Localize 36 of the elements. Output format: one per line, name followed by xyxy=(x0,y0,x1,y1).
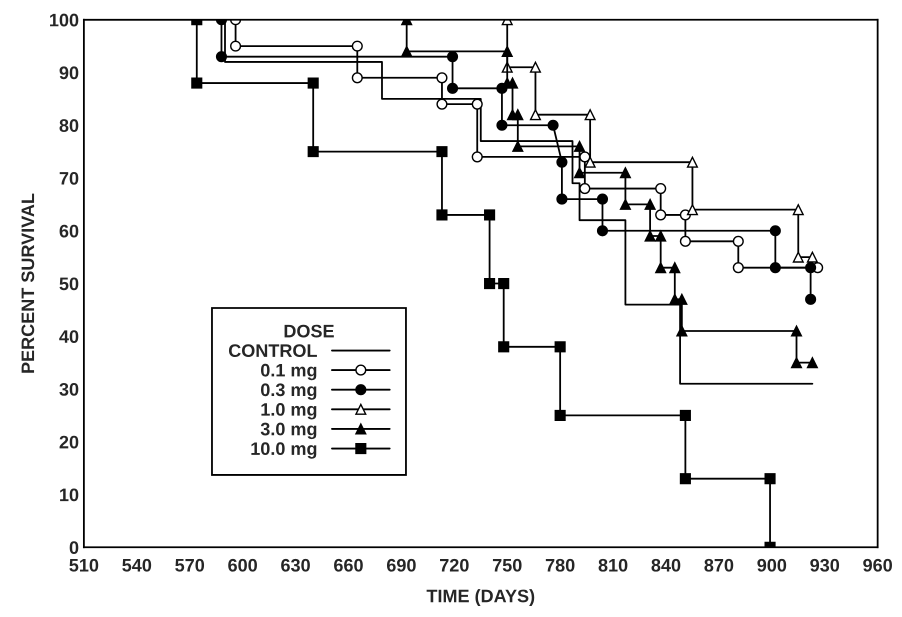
x-tick-label: 960 xyxy=(863,558,892,572)
x-tick-label: 570 xyxy=(175,558,204,572)
x-tick-label: 510 xyxy=(69,558,98,572)
y-tick-label: 50 xyxy=(60,277,78,290)
x-tick-label: 900 xyxy=(757,558,786,572)
x-tick-label: 840 xyxy=(651,558,680,572)
x-tick-label: 540 xyxy=(122,558,152,572)
x-axis-title: TIME (DAYS) xyxy=(426,589,534,606)
legend-title: DOSE xyxy=(284,324,334,338)
x-tick-label: 750 xyxy=(492,558,522,572)
legend-label: 3.0 mg xyxy=(260,422,316,440)
legend-label: CONTROL xyxy=(228,344,317,358)
legend-label: 1.0 mg xyxy=(261,403,316,420)
x-tick-label: 660 xyxy=(334,558,363,572)
y-tick-label: 30 xyxy=(59,382,78,396)
x-tick-label: 810 xyxy=(598,558,628,572)
x-tick-label: 930 xyxy=(810,558,840,572)
y-tick-label: 80 xyxy=(60,119,78,132)
y-tick-label: 20 xyxy=(60,436,78,448)
x-tick-label: 870 xyxy=(704,558,734,572)
y-tick-label: 40 xyxy=(59,330,78,343)
x-tick-label: 600 xyxy=(228,558,257,572)
x-tick-label: 780 xyxy=(546,558,574,572)
y-tick-label: 60 xyxy=(60,224,78,238)
y-tick-label: 70 xyxy=(60,172,78,185)
x-tick-label: 690 xyxy=(386,558,416,572)
y-tick-label: 0 xyxy=(70,541,78,554)
y-tick-label: 100 xyxy=(50,14,78,26)
legend-label: 10.0 mg xyxy=(251,442,316,459)
x-tick-label: 720 xyxy=(440,558,469,572)
x-tick-label: 630 xyxy=(281,558,310,572)
legend-label: 0.3 mg xyxy=(261,383,316,400)
y-tick-label: 10 xyxy=(60,488,78,502)
y-axis-title: PERCENT SURVIVAL xyxy=(21,194,34,373)
legend-label: 0.1 mg xyxy=(261,364,316,380)
y-tick-label: 90 xyxy=(60,66,78,80)
